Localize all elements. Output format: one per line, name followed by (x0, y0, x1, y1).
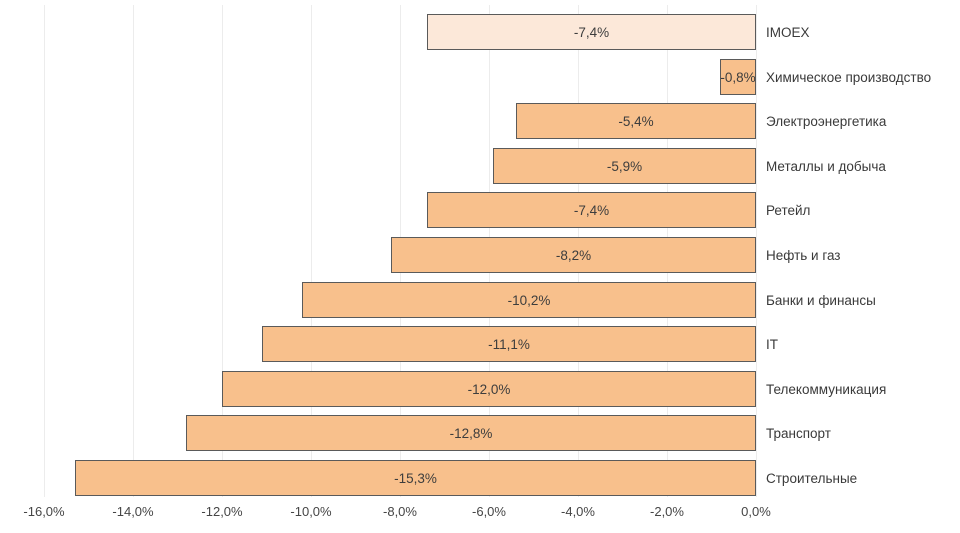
category-label: Электроэнергетика (766, 113, 887, 129)
bar-value-label: -5,9% (606, 158, 643, 174)
category-label: Химическое производство (766, 69, 932, 85)
bar-value-label: -7,4% (573, 202, 610, 218)
x-axis-tick-label: -14,0% (112, 504, 154, 519)
bar: -5,4% (516, 103, 756, 139)
x-axis-tick-label: -4,0% (561, 504, 595, 519)
category-label: Нефть и газ (766, 247, 841, 263)
bar: -7,4% (427, 192, 756, 228)
gridline (311, 5, 312, 497)
bar-value-label: -11,1% (488, 336, 530, 352)
category-label: Транспорт (766, 425, 831, 441)
bar: -12,0% (222, 371, 756, 407)
bar: -7,4% (427, 14, 756, 50)
gridline (44, 5, 45, 497)
x-axis-tick-label: -16,0% (23, 504, 65, 519)
bar: -5,9% (493, 148, 756, 184)
bar-value-label: -0,8% (720, 69, 756, 85)
x-axis-tick-label: -10,0% (290, 504, 332, 519)
bar-value-label: -8,2% (555, 247, 592, 263)
x-axis-tick-label: -12,0% (201, 504, 243, 519)
bar: -0,8% (720, 59, 756, 95)
category-label: Банки и финансы (766, 292, 876, 308)
gridline (756, 5, 757, 497)
x-axis-tick-label: 0,0% (741, 504, 771, 519)
bar: -12,8% (186, 415, 756, 451)
bar-value-label: -7,4% (573, 24, 610, 40)
x-axis-tick-label: -8,0% (383, 504, 417, 519)
bar-value-label: -15,3% (394, 470, 437, 486)
category-label: Ретейл (766, 202, 811, 218)
x-axis-tick-label: -6,0% (472, 504, 506, 519)
bar-value-label: -12,8% (449, 425, 493, 441)
bar-value-label: -5,4% (618, 113, 654, 129)
gridline (222, 5, 223, 497)
category-label: Металлы и добыча (766, 158, 886, 174)
category-label: Строительные (766, 470, 858, 486)
category-label: IT (766, 336, 778, 352)
bar: -8,2% (391, 237, 756, 273)
category-label: Телекоммуникация (766, 381, 887, 397)
gridline (133, 5, 134, 497)
bar-value-label: -12,0% (467, 381, 511, 397)
bar-value-label: -10,2% (507, 292, 551, 308)
category-label: IMOEX (766, 24, 810, 40)
bar: -15,3% (75, 460, 756, 496)
bar: -10,2% (302, 282, 756, 318)
bar: -11,1% (262, 326, 756, 362)
x-axis-tick-label: -2,0% (650, 504, 684, 519)
